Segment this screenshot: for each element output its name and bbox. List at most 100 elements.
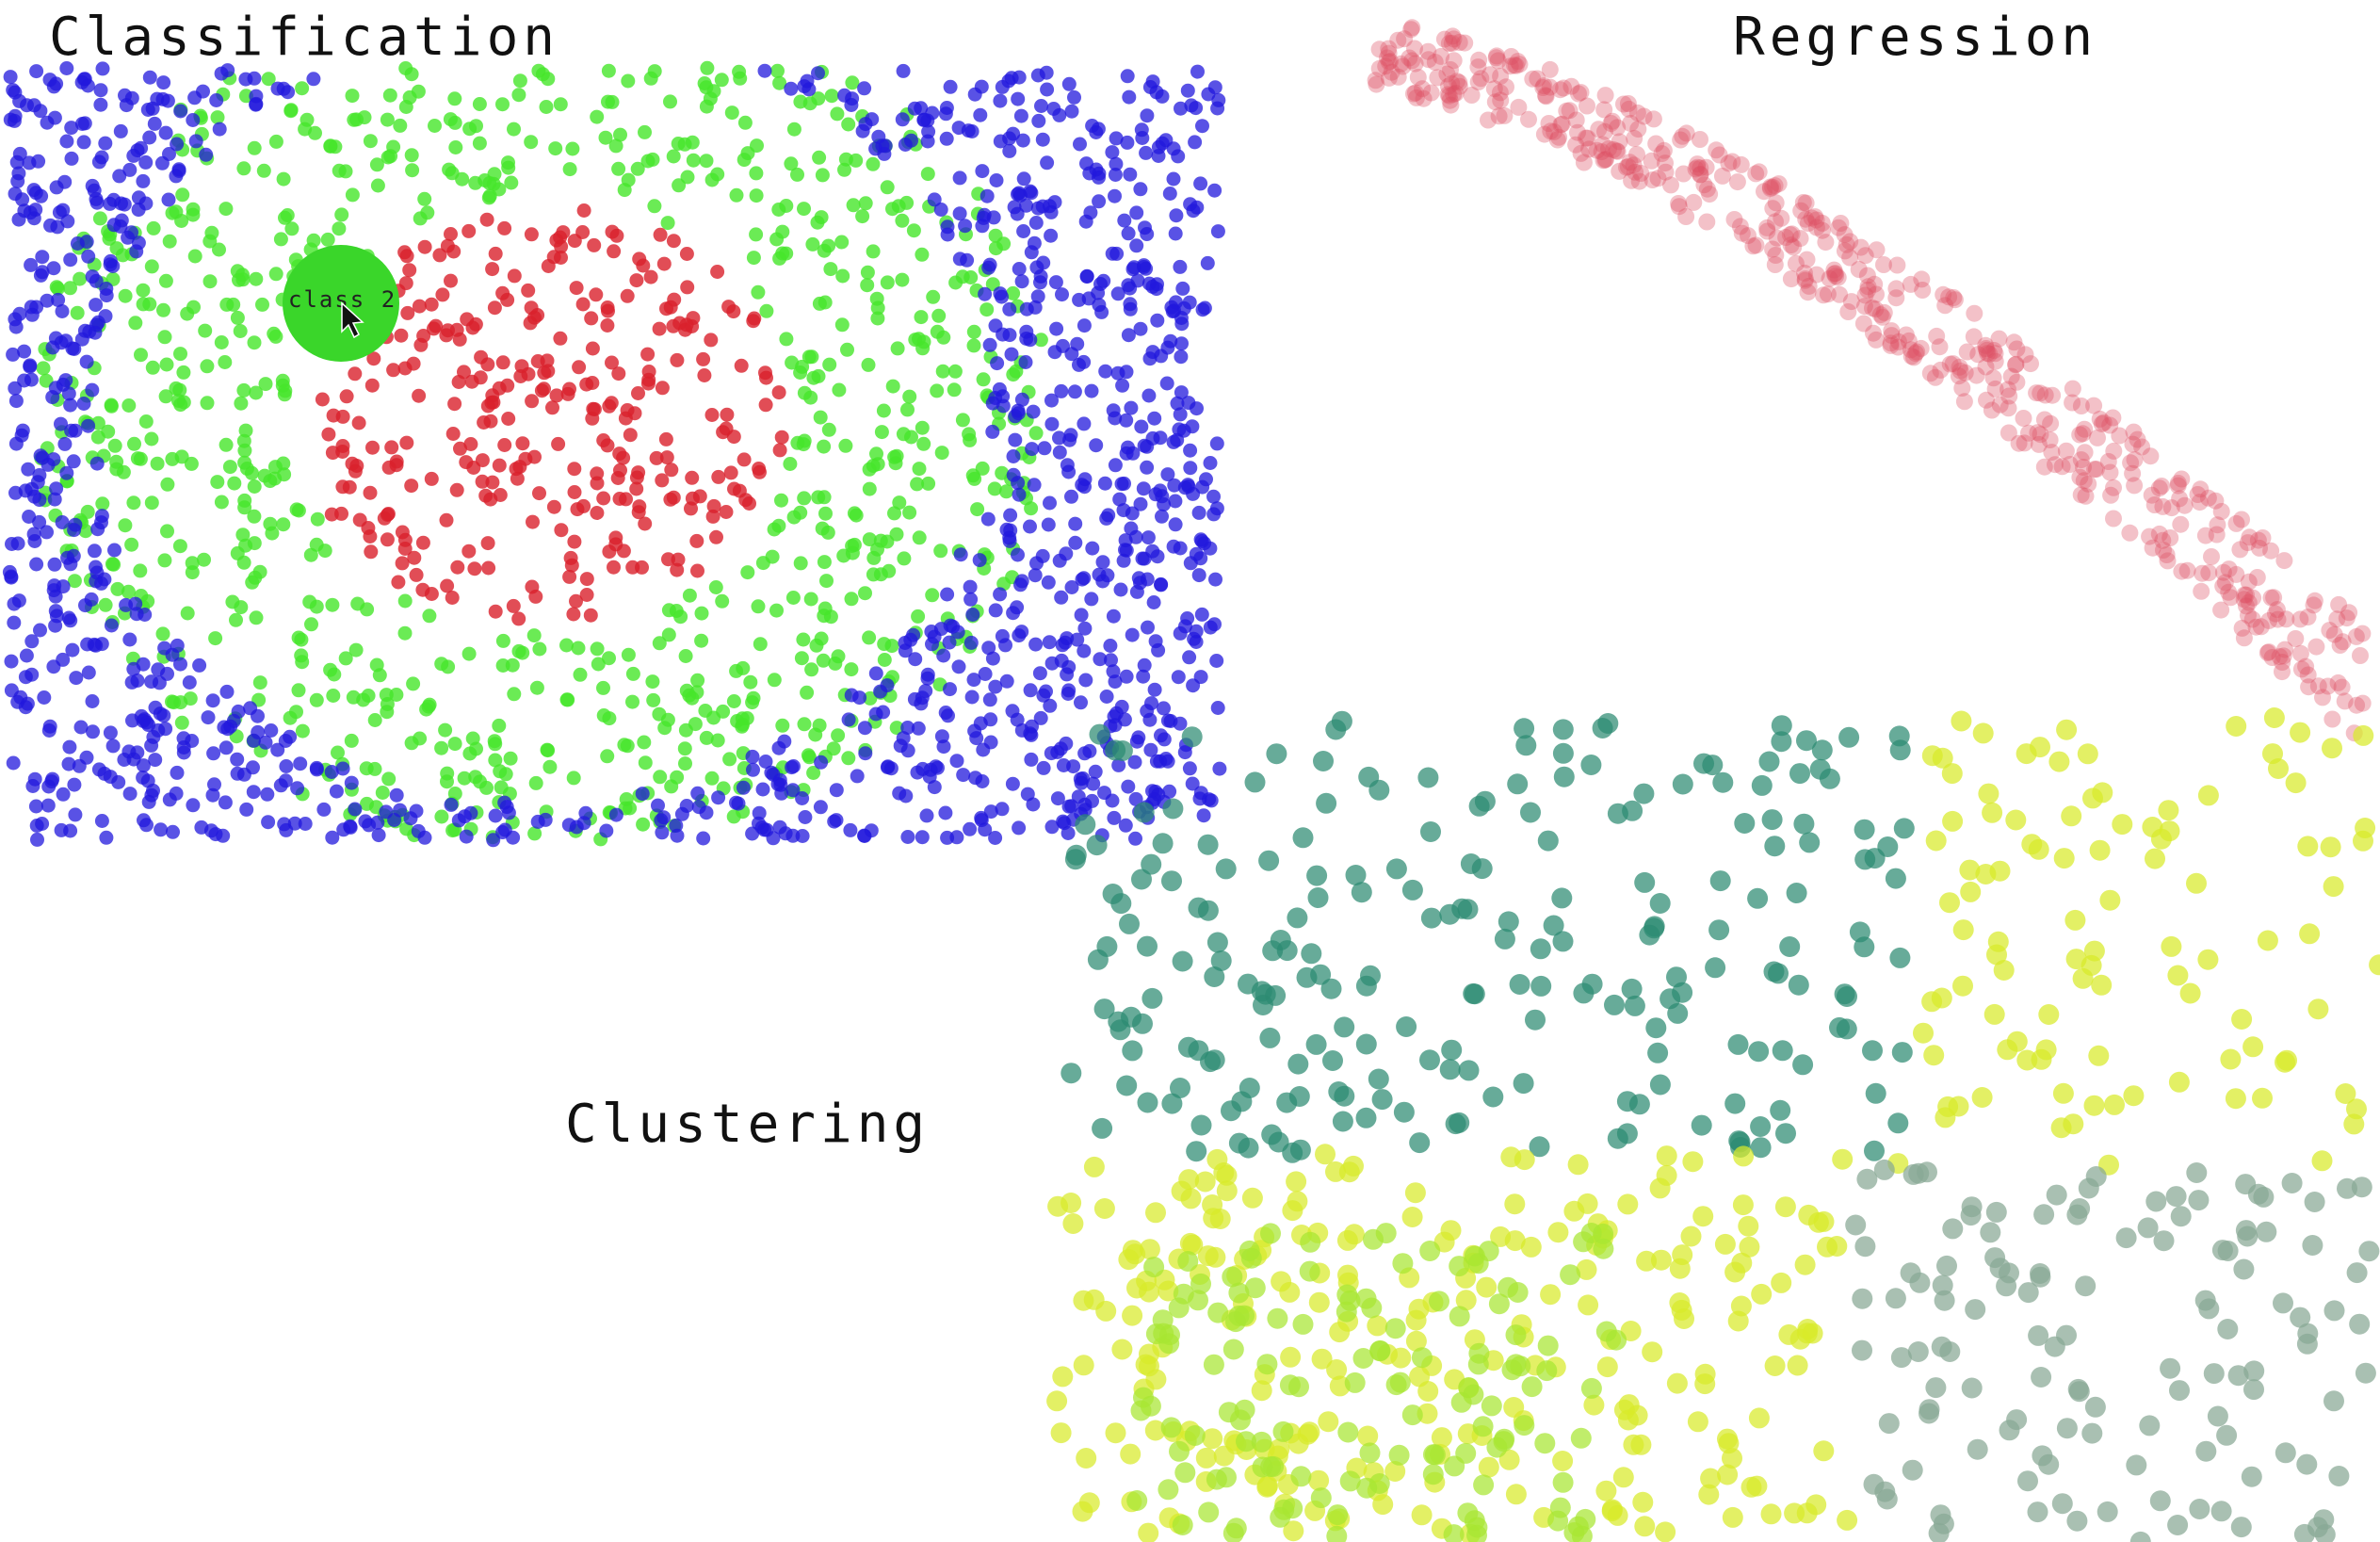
cluster-0-point: [1552, 719, 1574, 740]
class-1-point: [194, 820, 209, 835]
cluster-0-point: [1355, 1107, 1377, 1128]
class-1-point: [40, 293, 55, 308]
class-1-point: [201, 710, 216, 725]
cluster-1-point: [2343, 1113, 2365, 1135]
regression-point: [1767, 213, 1784, 231]
cluster-2-point: [1188, 1290, 1208, 1311]
class-2-point: [372, 668, 387, 683]
regression-point: [1855, 298, 1873, 316]
regression-point: [1766, 177, 1784, 195]
cluster-0-point: [1709, 870, 1731, 892]
class-1-point: [1005, 776, 1020, 791]
class-2-point: [186, 202, 201, 217]
class-1-point: [1095, 574, 1110, 589]
class-1-point: [1157, 732, 1172, 747]
regression-point: [1799, 215, 1817, 232]
class-1-point: [1093, 277, 1108, 291]
class-2-point: [379, 688, 394, 703]
cluster-1-point: [1269, 1438, 1290, 1460]
class-2-point: [465, 731, 480, 746]
regression-point: [2334, 633, 2352, 651]
regression-point: [2042, 414, 2060, 432]
cluster-0-point: [1885, 868, 1906, 889]
regression-point: [2248, 569, 2266, 586]
cluster-1-point: [1807, 1211, 1829, 1233]
class-2-point: [236, 433, 251, 448]
regression-point: [2227, 565, 2245, 583]
class-1-point: [829, 783, 844, 798]
class-2-point: [661, 627, 676, 642]
class-1-point: [30, 832, 44, 847]
class-2-point: [63, 281, 77, 296]
class-2-point: [565, 141, 580, 156]
class-2-point: [677, 137, 692, 152]
regression-point: [1821, 269, 1838, 287]
hovered-point[interactable]: [283, 245, 399, 362]
regression-point: [1406, 55, 1424, 73]
class-0-point: [474, 349, 489, 365]
class-1-point: [264, 723, 279, 738]
cluster-2-point: [1356, 1477, 1378, 1499]
class-1-point: [58, 373, 73, 388]
cluster-3-point: [2189, 1499, 2210, 1519]
class-1-point: [52, 205, 67, 219]
class-1-point: [1099, 690, 1114, 704]
class-1-point: [1033, 275, 1047, 290]
cluster-1-point: [1060, 1193, 1082, 1213]
class-2-point: [613, 127, 627, 142]
class-1-point: [1208, 572, 1222, 587]
cluster-0-point: [1616, 1091, 1638, 1112]
class-1-point: [94, 637, 109, 652]
regression-point: [2193, 582, 2210, 600]
cluster-0-point: [1864, 1140, 1885, 1161]
class-0-point: [640, 376, 656, 391]
cluster-1-point: [1315, 1144, 1336, 1165]
regression-point: [1562, 77, 1580, 95]
regression-point: [2171, 490, 2189, 508]
cluster-0-point: [1141, 987, 1163, 1009]
class-1-point: [1060, 458, 1075, 473]
class-1-point: [1012, 262, 1027, 276]
class-0-point: [686, 311, 701, 326]
class-1-point: [107, 543, 121, 558]
class-1-point: [55, 304, 70, 318]
class-1-point: [76, 135, 91, 150]
class-2-point: [488, 737, 503, 752]
cluster-1-point: [1326, 1359, 1348, 1380]
regression-point: [1491, 84, 1509, 102]
class-2-point: [511, 88, 526, 103]
regression-point: [1945, 289, 1963, 306]
class-2-point: [160, 524, 174, 539]
class-0-point: [546, 499, 561, 514]
class-1-point: [1044, 416, 1060, 431]
mouse-cursor-icon: [341, 301, 364, 339]
regression-point: [1819, 285, 1837, 303]
regression-point: [2194, 564, 2211, 582]
regression-point: [2101, 416, 2119, 434]
regression-point: [1604, 112, 1621, 130]
class-0-point: [400, 305, 415, 320]
class-2-point: [779, 332, 794, 347]
class-2-point: [159, 357, 174, 372]
class-2-point: [819, 574, 834, 589]
cluster-0-point: [1604, 994, 1625, 1015]
regression-point: [1628, 146, 1645, 163]
class-2-point: [98, 597, 113, 612]
class-2-point: [133, 563, 148, 578]
class-2-point: [862, 532, 877, 547]
cluster-1-point: [2311, 1150, 2333, 1172]
cluster-0-point: [1770, 1099, 1791, 1121]
class-1-point: [89, 317, 104, 333]
regression-point: [2153, 478, 2171, 495]
regression-point: [1443, 74, 1461, 92]
regression-point: [1670, 195, 1688, 212]
class-2-point: [235, 528, 251, 543]
class-1-point: [30, 475, 45, 490]
regression-point: [2143, 486, 2161, 504]
cluster-3-point: [2217, 1241, 2239, 1261]
class-1-point: [298, 817, 313, 831]
class-1-point: [1108, 188, 1122, 203]
class-2-point: [625, 694, 640, 709]
class-1-point: [1188, 135, 1203, 150]
class-1-point: [814, 755, 829, 770]
